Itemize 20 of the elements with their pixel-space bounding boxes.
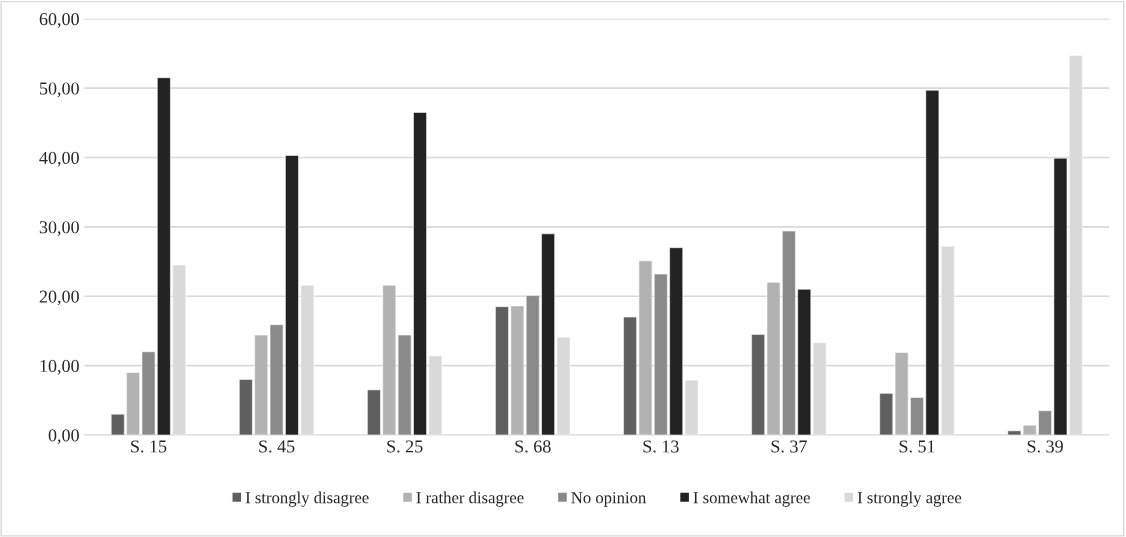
x-tick-label: S. 39 <box>1027 440 1063 453</box>
legend-label: No opinion <box>571 492 647 507</box>
y-tick-label: 40,00 <box>39 151 79 167</box>
x-tick-label: S. 15 <box>131 440 167 453</box>
y-tick-label: 50,00 <box>40 82 79 98</box>
x-tick-label: S. 68 <box>515 440 551 453</box>
legend-label: I strongly disagree <box>245 491 369 507</box>
y-tick-label: 20,00 <box>39 290 79 306</box>
y-tick-label: 10,00 <box>40 359 79 375</box>
x-tick-label: S. 45 <box>259 440 295 453</box>
y-tick-label: 0,00 <box>48 429 79 445</box>
x-tick-label: S. 25 <box>387 440 423 453</box>
x-tick-label: S. 37 <box>771 440 807 453</box>
legend-label: I somewhat agree <box>693 491 810 507</box>
y-tick-label: 30,00 <box>39 221 79 236</box>
legend-label: I rather disagree <box>416 491 524 507</box>
legend-label: I strongly agree <box>857 491 962 507</box>
y-tick-label: 60,00 <box>39 13 79 28</box>
x-tick-label: S. 51 <box>899 440 935 453</box>
x-tick-label: S. 13 <box>643 440 679 453</box>
